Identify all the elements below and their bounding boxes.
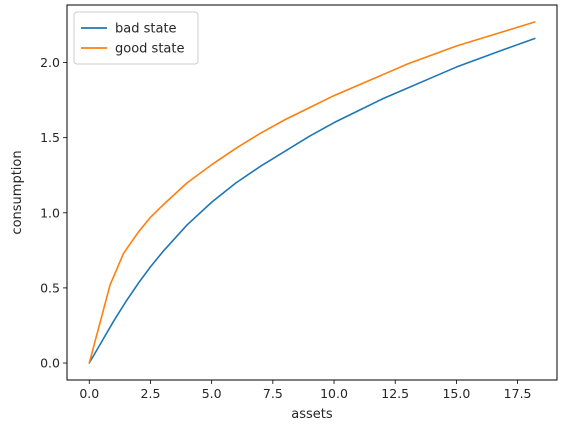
x-tick-label: 10.0 xyxy=(320,386,348,401)
y-tick-label: 1.0 xyxy=(40,205,60,220)
y-axis-label: consumption xyxy=(10,150,25,234)
series-line-good-state xyxy=(88,21,536,364)
y-tick-label: 2.0 xyxy=(40,55,60,70)
y-tick-label: 0.5 xyxy=(40,280,60,295)
x-tick-label: 17.5 xyxy=(504,386,532,401)
axes-frame xyxy=(66,4,558,381)
series-line-bad-state xyxy=(88,37,536,364)
x-axis-label: assets xyxy=(291,407,333,422)
y-tick-label: 0.0 xyxy=(40,356,60,371)
x-tick-label: 5.0 xyxy=(202,386,222,401)
x-tick-label: 0.0 xyxy=(79,386,99,401)
legend: bad state good state xyxy=(73,11,199,65)
x-tick-label: 12.5 xyxy=(381,386,409,401)
legend-box xyxy=(73,11,199,65)
x-tick-label: 15.0 xyxy=(442,386,470,401)
legend-label-good-state: good state xyxy=(115,42,184,57)
x-tick-label: 2.5 xyxy=(141,386,161,401)
y-axis-ticks: 0.0 0.5 1.0 1.5 2.0 xyxy=(40,55,67,371)
y-tick-label: 1.5 xyxy=(40,130,60,145)
legend-label-bad-state: bad state xyxy=(115,22,177,37)
series-layer xyxy=(88,21,536,364)
x-axis-ticks: 0.0 2.5 5.0 7.5 10.0 12.5 15.0 17.5 xyxy=(79,380,532,401)
x-tick-label: 7.5 xyxy=(263,386,283,401)
